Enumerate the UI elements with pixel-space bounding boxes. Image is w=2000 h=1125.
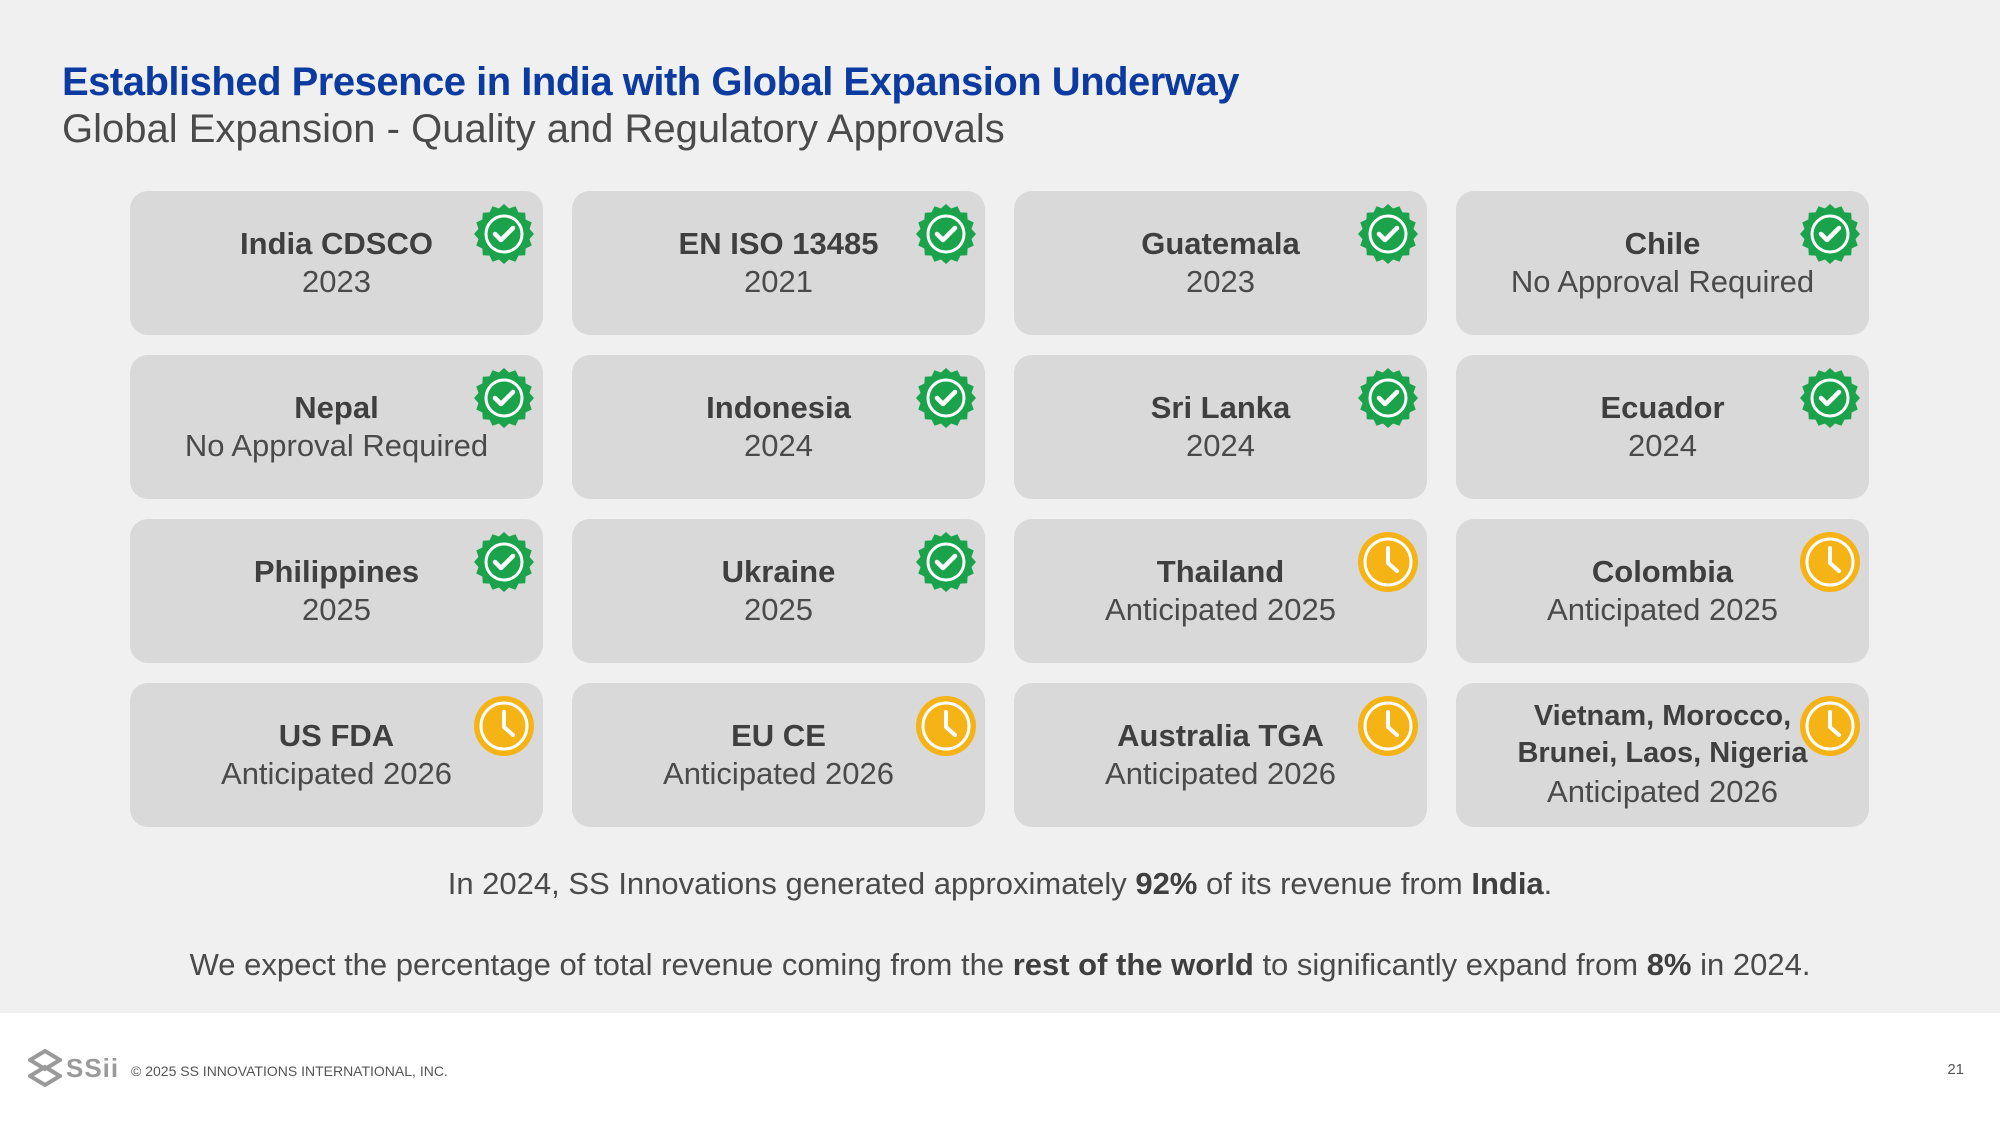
approval-name: Ukraine: [721, 553, 836, 589]
approved-check-icon: [916, 204, 976, 264]
approval-card: EN ISO 13485 2021: [572, 191, 985, 335]
approved-check-icon: [1800, 204, 1860, 264]
approval-name: Philippines: [253, 553, 420, 589]
approval-card: Colombia Anticipated 2025: [1456, 519, 1869, 663]
note-highlight: 8%: [1646, 947, 1692, 982]
approval-name: EU CE: [731, 717, 826, 753]
approval-status: Anticipated 2026: [1547, 774, 1778, 809]
approval-status: 2025: [744, 591, 813, 627]
approval-name: Australia TGA: [1117, 717, 1324, 753]
ssii-logo-icon: [28, 1049, 62, 1087]
approved-check-icon: [1358, 204, 1418, 264]
approval-card: Chile No Approval Required: [1456, 191, 1869, 335]
approval-status: 2023: [1186, 263, 1255, 299]
approved-check-icon: [916, 532, 976, 592]
approval-status: Anticipated 2025: [1105, 591, 1336, 627]
approval-name: US FDA: [278, 717, 395, 753]
approval-name: Guatemala: [1141, 225, 1300, 261]
note-highlight: 92%: [1135, 866, 1198, 901]
approval-name: EN ISO 13485: [678, 225, 879, 261]
note-text: .: [1543, 866, 1553, 901]
page-number: 21: [1947, 1061, 1964, 1078]
approval-status: Anticipated 2026: [1105, 755, 1336, 791]
note-highlight: India: [1471, 866, 1544, 901]
pending-clock-icon: [1358, 696, 1418, 756]
approval-card: Nepal No Approval Required: [130, 355, 543, 499]
approval-card: Vietnam, Morocco, Brunei, Laos, Nigeria A…: [1456, 683, 1869, 827]
approved-check-icon: [474, 368, 534, 428]
pending-clock-icon: [1358, 532, 1418, 592]
approved-check-icon: [916, 368, 976, 428]
approval-card: India CDSCO 2023: [130, 191, 543, 335]
revenue-note-rest-of-world: We expect the percentage of total revenu…: [0, 947, 2000, 983]
approval-name: Nepal: [294, 389, 379, 425]
logo-text: SSii: [66, 1052, 120, 1083]
approval-card: Australia TGA Anticipated 2026: [1014, 683, 1427, 827]
approval-status: 2024: [1628, 427, 1697, 463]
approval-name: Vietnam, Morocco, Brunei, Laos, Nigeria: [1517, 700, 1808, 769]
note-text: in 2024.: [1691, 947, 1811, 982]
approved-check-icon: [1358, 368, 1418, 428]
pending-clock-icon: [1800, 696, 1860, 756]
approval-status: Anticipated 2025: [1547, 591, 1778, 627]
approval-status: No Approval Required: [184, 427, 489, 463]
note-text: In 2024, SS Innovations generated approx…: [447, 866, 1136, 901]
approval-name: Colombia: [1591, 553, 1734, 589]
approval-card: Guatemala 2023: [1014, 191, 1427, 335]
copyright-text: © 2025 SS INNOVATIONS INTERNATIONAL, INC…: [131, 1063, 448, 1079]
pending-clock-icon: [474, 696, 534, 756]
approved-check-icon: [474, 532, 534, 592]
approval-card: Indonesia 2024: [572, 355, 985, 499]
approval-status: 2024: [1186, 427, 1255, 463]
approval-card: Ecuador 2024: [1456, 355, 1869, 499]
revenue-note-india: In 2024, SS Innovations generated approx…: [0, 866, 2000, 902]
pending-clock-icon: [916, 696, 976, 756]
approved-check-icon: [1800, 368, 1860, 428]
approval-status: 2024: [744, 427, 813, 463]
note-text: We expect the percentage of total revenu…: [189, 947, 1013, 982]
approval-name: Indonesia: [706, 389, 851, 425]
approval-name: Chile: [1624, 225, 1701, 261]
approval-status: Anticipated 2026: [663, 755, 894, 791]
approval-status: 2025: [302, 591, 371, 627]
approval-status: 2021: [744, 263, 813, 299]
approval-status: Anticipated 2026: [221, 755, 452, 791]
approval-status: No Approval Required: [1510, 263, 1815, 299]
approval-name: Thailand: [1156, 553, 1285, 589]
approval-name: India CDSCO: [240, 225, 433, 261]
approval-card: EU CE Anticipated 2026: [572, 683, 985, 827]
note-highlight: rest of the world: [1012, 947, 1254, 982]
approval-name: Ecuador: [1600, 389, 1725, 425]
approval-card: Sri Lanka 2024: [1014, 355, 1427, 499]
slide-title: Established Presence in India with Globa…: [62, 60, 1239, 104]
approval-status: 2023: [302, 263, 371, 299]
footer: SSii © 2025 SS INNOVATIONS INTERNATIONAL…: [0, 1013, 2000, 1125]
pending-clock-icon: [1800, 532, 1860, 592]
approval-card: US FDA Anticipated 2026: [130, 683, 543, 827]
approved-check-icon: [474, 204, 534, 264]
approval-card: Thailand Anticipated 2025: [1014, 519, 1427, 663]
note-text: to significantly expand from: [1253, 947, 1647, 982]
approval-card: Philippines 2025: [130, 519, 543, 663]
approval-card: Ukraine 2025: [572, 519, 985, 663]
slide-subtitle: Global Expansion - Quality and Regulator…: [62, 107, 1005, 151]
approvals-grid: India CDSCO 2023 EN ISO 13485 2021 Guatemala…: [130, 191, 1870, 827]
company-logo: SSii: [28, 1049, 119, 1087]
approval-name: Sri Lanka: [1150, 389, 1291, 425]
note-text: of its revenue from: [1197, 866, 1472, 901]
